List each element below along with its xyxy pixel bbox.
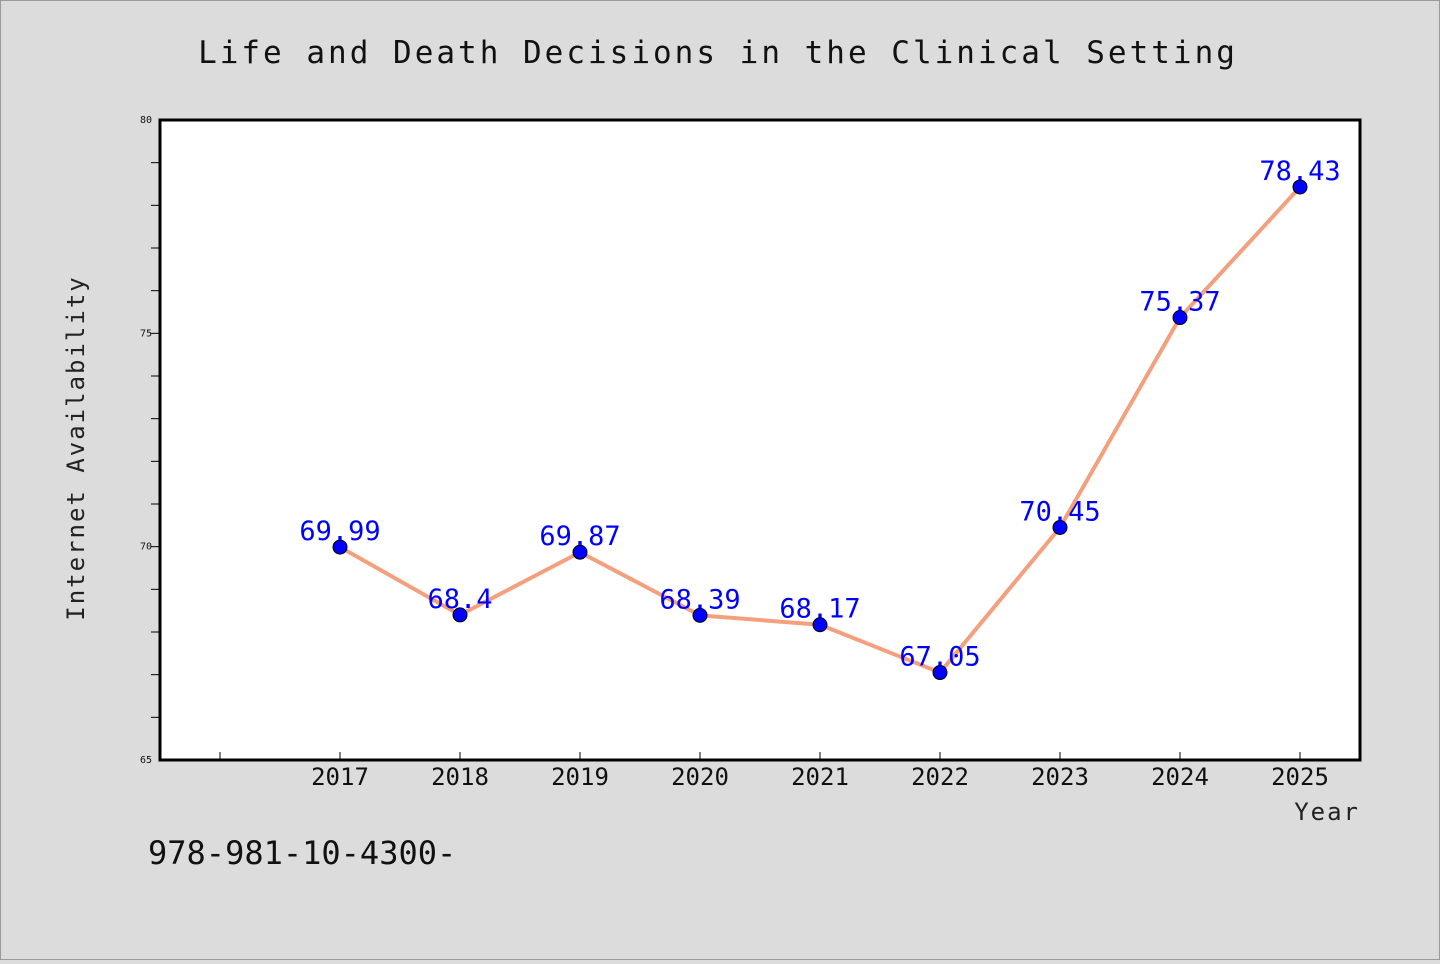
data-point [332, 539, 348, 555]
x-tick-label: 2017 [311, 763, 369, 791]
x-axis-label: Year [1294, 798, 1360, 826]
data-label: 68.17 [779, 594, 860, 625]
data-point [1292, 179, 1308, 195]
y-tick-label: 70 [140, 542, 152, 553]
x-axis: 2017 2018 2019 2020 2021 2022 2023 2024 2025 [219, 752, 1329, 791]
data-point [572, 544, 588, 560]
y-tick-label: 75 [140, 328, 152, 339]
data-label: 68.4 [427, 584, 492, 615]
x-tick-label: 2023 [1031, 763, 1089, 791]
plot-area [158, 118, 1362, 762]
x-tick-label: 2018 [431, 763, 489, 791]
data-label: 69.99 [299, 516, 380, 547]
data-point [1052, 519, 1068, 535]
y-tick-label: 65 [140, 755, 152, 766]
x-tick-label: 2020 [671, 763, 729, 791]
data-label: 75.37 [1139, 287, 1220, 318]
footer-code: 978-981-10-4300- [148, 834, 456, 872]
data-label: 67.05 [899, 642, 980, 673]
data-label: 69.87 [539, 521, 620, 552]
data-point [1172, 310, 1188, 326]
y-axis: 65 70 75 80 [140, 115, 160, 766]
data-label: 68.39 [659, 584, 740, 615]
data-label: 78.43 [1259, 156, 1340, 187]
data-point [812, 617, 828, 633]
data-labels: 69.99 68.4 69.87 68.39 68.17 67.05 70.45 75.37 7… [299, 156, 1340, 673]
y-axis-label: Internet Availability [62, 275, 90, 620]
chart-title: Life and Death Decisions in the Clinical… [198, 35, 1238, 71]
x-tick-label: 2019 [551, 763, 609, 791]
y-tick-label: 80 [140, 115, 152, 126]
x-tick-label: 2025 [1271, 763, 1329, 791]
data-point [692, 607, 708, 623]
series-markers [332, 179, 1308, 681]
x-tick-label: 2022 [911, 763, 969, 791]
data-point [932, 665, 948, 681]
data-point [452, 607, 468, 623]
x-tick-label: 2024 [1151, 763, 1209, 791]
x-tick-label: 2021 [791, 763, 849, 791]
data-label: 70.45 [1019, 496, 1100, 527]
